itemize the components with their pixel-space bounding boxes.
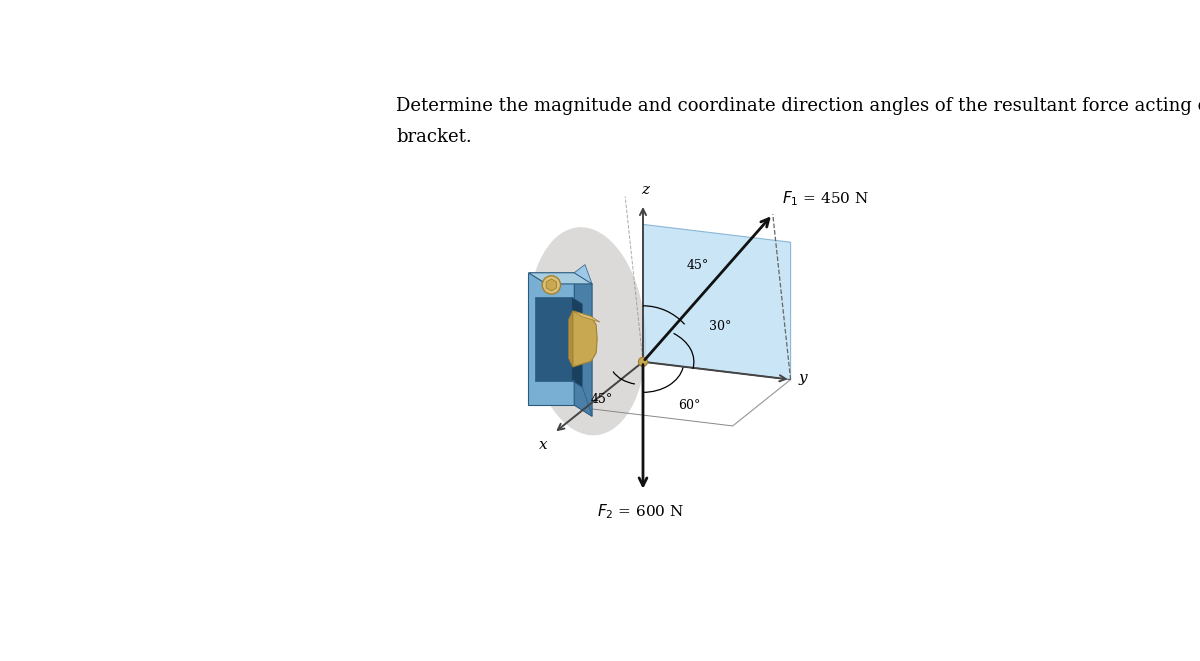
Polygon shape xyxy=(571,297,582,387)
Text: z: z xyxy=(642,183,649,198)
Polygon shape xyxy=(575,264,592,284)
Polygon shape xyxy=(534,297,571,381)
Circle shape xyxy=(638,357,648,366)
Text: $F_2$ = 600 N: $F_2$ = 600 N xyxy=(596,503,684,522)
Text: x: x xyxy=(539,438,548,452)
Polygon shape xyxy=(575,273,592,416)
Text: 45°: 45° xyxy=(590,393,612,407)
Text: bracket.: bracket. xyxy=(396,128,472,145)
Text: Determine the magnitude and coordinate direction angles of the resultant force a: Determine the magnitude and coordinate d… xyxy=(396,97,1200,115)
Text: y: y xyxy=(798,371,806,385)
Polygon shape xyxy=(546,279,557,291)
Text: 45°: 45° xyxy=(686,258,708,272)
Text: $F_1$ = 450 N: $F_1$ = 450 N xyxy=(782,190,869,208)
Circle shape xyxy=(542,276,560,294)
Polygon shape xyxy=(569,311,572,367)
Ellipse shape xyxy=(528,227,646,436)
Text: 60°: 60° xyxy=(679,399,701,412)
Polygon shape xyxy=(643,224,791,379)
Polygon shape xyxy=(571,381,592,416)
Polygon shape xyxy=(572,311,600,322)
Text: 30°: 30° xyxy=(709,320,732,332)
Polygon shape xyxy=(528,273,575,405)
Polygon shape xyxy=(572,311,598,367)
Polygon shape xyxy=(528,273,592,284)
